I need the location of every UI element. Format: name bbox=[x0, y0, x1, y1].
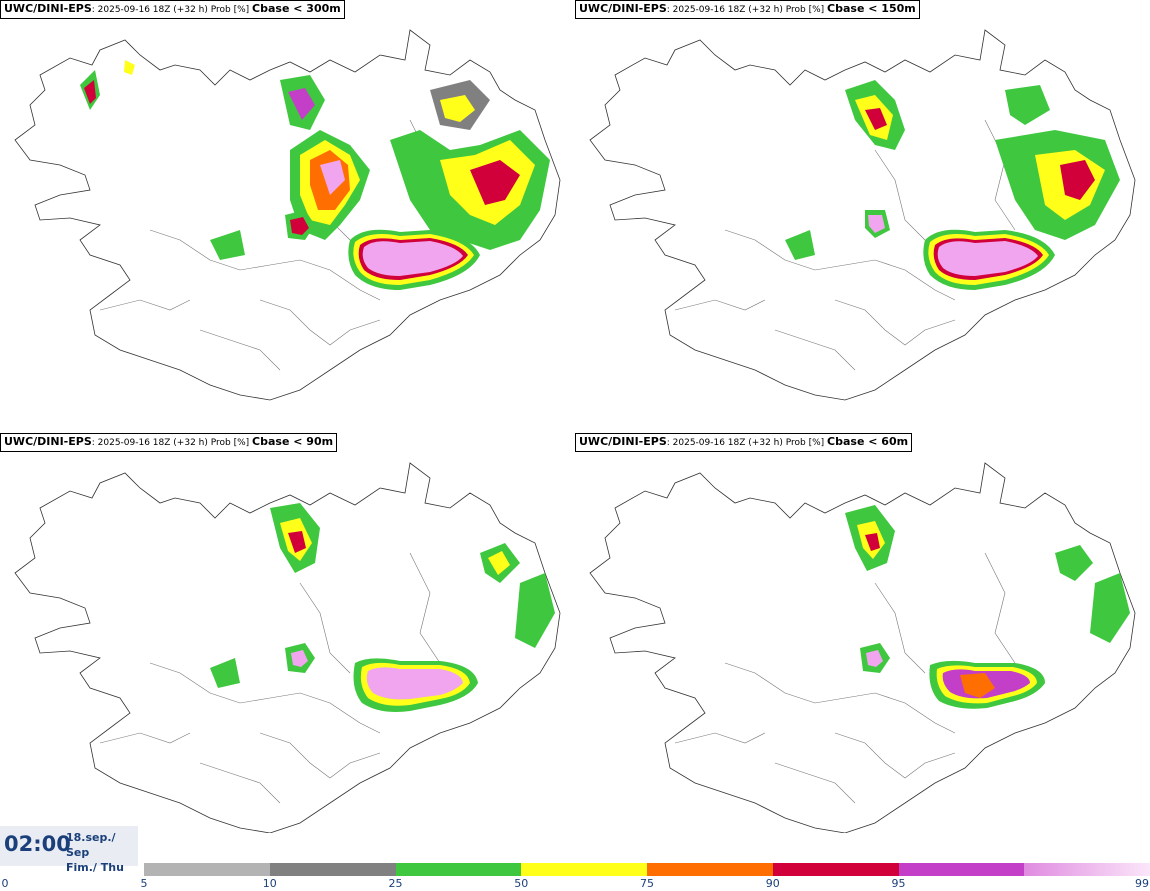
map-panel-1: UWC/DINI-EPS: 2025-09-16 18Z (+32 h) Pro… bbox=[0, 0, 575, 420]
probability-field bbox=[210, 503, 555, 712]
iceland-map bbox=[14, 462, 561, 833]
color-bar-segment bbox=[269, 863, 396, 876]
panel-title: UWC/DINI-EPS: 2025-09-16 18Z (+32 h) Pro… bbox=[575, 433, 913, 452]
color-bar-tick: 5 bbox=[140, 877, 148, 890]
color-bar-segment bbox=[144, 863, 270, 876]
color-bar-segment bbox=[521, 863, 647, 876]
color-bar-segment bbox=[1024, 863, 1150, 876]
color-bar bbox=[144, 863, 1150, 876]
map-panel-2: UWC/DINI-EPS: 2025-09-16 18Z (+32 h) Pro… bbox=[575, 0, 1150, 420]
color-bar-segment bbox=[898, 863, 1025, 876]
color-bar-segment bbox=[647, 863, 773, 876]
color-bar-tick: 50 bbox=[514, 877, 529, 890]
valid-time: 02:00 bbox=[4, 832, 71, 856]
map-panel-4: UWC/DINI-EPS: 2025-09-16 18Z (+32 h) Pro… bbox=[575, 433, 1150, 853]
panel-title: UWC/DINI-EPS: 2025-09-16 18Z (+32 h) Pro… bbox=[575, 0, 920, 19]
color-bar-tick: 10 bbox=[262, 877, 277, 890]
probability-field bbox=[785, 80, 1120, 290]
map-panel-3: UWC/DINI-EPS: 2025-09-16 18Z (+32 h) Pro… bbox=[0, 433, 575, 853]
iceland-map bbox=[589, 462, 1136, 833]
color-bar-tick: 99 bbox=[1135, 877, 1149, 890]
panel-title: UWC/DINI-EPS: 2025-09-16 18Z (+32 h) Pro… bbox=[0, 433, 338, 452]
color-bar-segment bbox=[395, 863, 522, 876]
probability-field bbox=[80, 60, 550, 290]
color-bar-tick: 95 bbox=[891, 877, 906, 890]
iceland-map bbox=[14, 29, 561, 401]
panel-title: UWC/DINI-EPS: 2025-09-16 18Z (+32 h) Pro… bbox=[0, 0, 345, 19]
color-bar-tick: 0 bbox=[1, 877, 9, 890]
valid-time-box: 02:00 18.sep./ Sep Fim./ Thu bbox=[0, 826, 138, 874]
probability-field bbox=[845, 505, 1130, 709]
color-bar-segment bbox=[772, 863, 899, 876]
color-bar-tick: 90 bbox=[765, 877, 780, 890]
color-bar-tick: 75 bbox=[640, 877, 654, 890]
color-bar-tick: 25 bbox=[388, 877, 403, 890]
valid-date: 18.sep./ Sep Fim./ Thu bbox=[66, 831, 124, 874]
iceland-map bbox=[589, 29, 1136, 401]
